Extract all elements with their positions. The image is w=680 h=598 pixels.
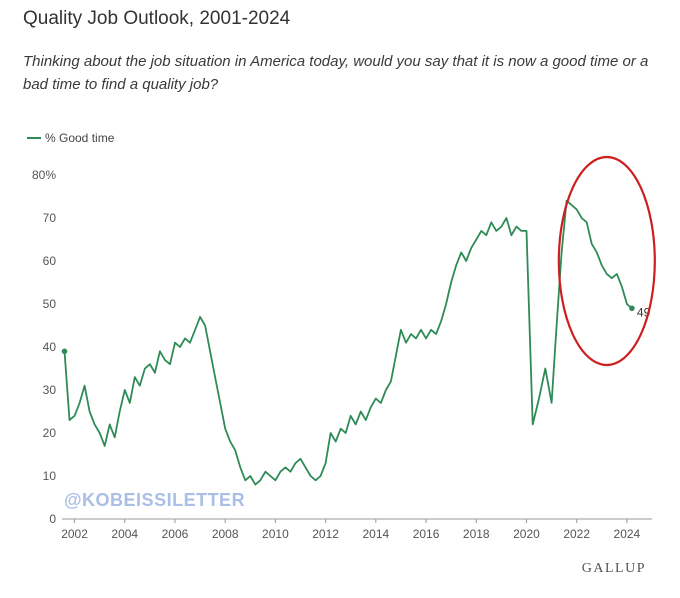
x-tick-label: 2012 [312,527,339,541]
series-start-marker [61,348,68,355]
y-tick-label: 60 [43,254,57,268]
x-tick-label: 2008 [212,527,239,541]
y-tick-label: 50 [43,297,57,311]
chart-title: Quality Job Outlook, 2001-2024 [23,8,291,29]
series-line-good-time [63,199,633,486]
y-tick-label: 70 [43,211,57,225]
x-tick-label: 2014 [362,527,389,541]
highlight-ellipse [557,155,656,367]
x-tick-label: 2020 [513,527,540,541]
x-tick-label: 2022 [563,527,590,541]
x-tick-label: 2004 [111,527,138,541]
y-tick-label: 10 [43,469,57,483]
x-tick-label: 2016 [413,527,440,541]
x-axis-tick-marks [74,519,628,523]
y-tick-label: 30 [43,383,57,397]
legend-line-swatch [27,137,41,139]
y-tick-label: 20 [43,426,57,440]
x-tick-label: 2010 [262,527,289,541]
source-logo: GALLUP [581,561,646,576]
watermark-handle: @KOBEISSILETTER [64,490,246,510]
chart-subtitle: Thinking about the job situation in Amer… [23,53,649,93]
legend: % Good time [27,131,114,145]
x-tick-label: 2018 [463,527,490,541]
x-axis-ticks: 2002 2004 2006 2008 2010 2012 2014 2016 2018 2020… [61,527,640,541]
y-tick-label: 40 [43,340,57,354]
x-tick-label: 2006 [162,527,189,541]
legend-label: % Good time [45,131,115,145]
x-tick-label: 2024 [614,527,641,541]
x-tick-label: 2002 [61,527,88,541]
series-end-marker [629,305,635,312]
y-axis-ticks: 0 10 20 30 40 50 60 70 80% [32,168,56,526]
y-tick-label: 80% [32,168,56,182]
y-tick-label: 0 [49,512,56,526]
